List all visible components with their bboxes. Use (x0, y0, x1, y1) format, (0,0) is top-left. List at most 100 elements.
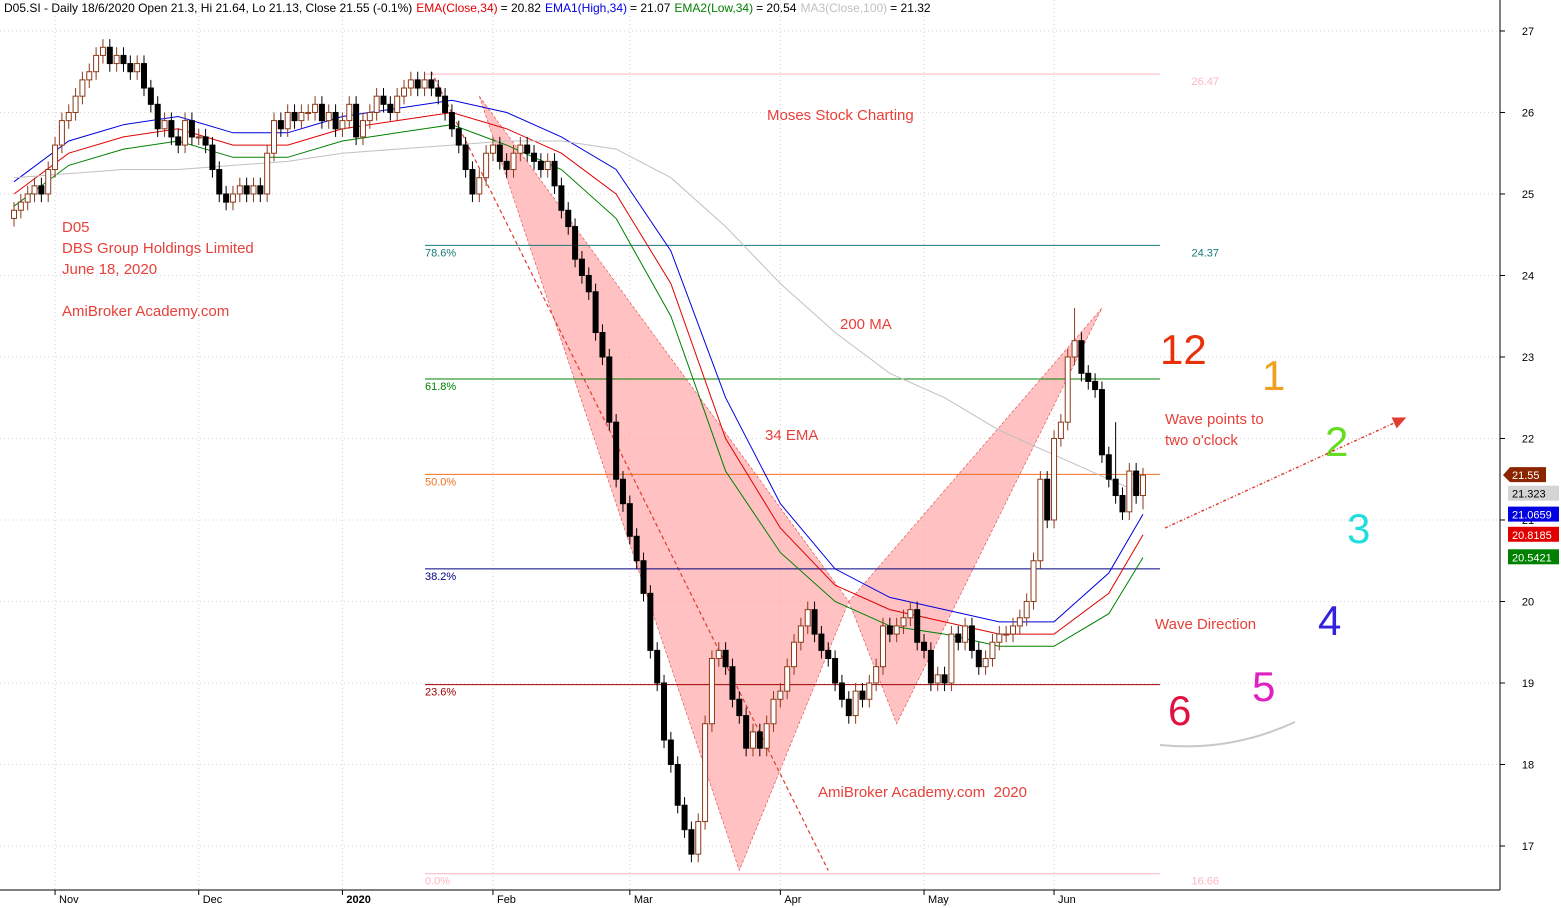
fib-label: 78.6% (425, 247, 456, 259)
clock-number: 6 (1168, 687, 1191, 734)
fib-price: 26.47 (1191, 76, 1219, 88)
candle-body (1126, 470, 1133, 513)
candle-body (407, 79, 414, 89)
candle-body (695, 821, 702, 855)
clock-arc (1159, 721, 1296, 748)
candle-body (941, 674, 948, 684)
candle-body (38, 185, 45, 195)
candle-body (1133, 470, 1140, 497)
candle-body (770, 698, 777, 725)
candle-body (531, 152, 538, 162)
indicator-value: = 21.32 (890, 1, 931, 15)
candle-body (832, 658, 839, 684)
annotation: AmiBroker Academy.com (62, 303, 229, 320)
candle-body (1071, 340, 1078, 358)
candle-body (818, 633, 825, 651)
candle-body (661, 682, 668, 741)
x-tick-label: Feb (497, 894, 516, 906)
candle-body (962, 625, 969, 643)
candle-body (503, 160, 510, 171)
annotation: DBS Group Holdings Limited (62, 240, 254, 257)
candle-body (804, 609, 811, 627)
candle-body (907, 609, 914, 619)
candle-body (517, 144, 524, 154)
value-tag-label: 20.5421 (1512, 552, 1552, 564)
candle-body (120, 54, 127, 65)
candle-body (1051, 437, 1058, 521)
indicator-name: MA3(Close,100) (800, 1, 887, 15)
indicator-line (13, 140, 1144, 495)
close-tag (1503, 467, 1546, 483)
candle-body (250, 185, 257, 195)
candle-body (524, 144, 531, 154)
candle-body (325, 111, 332, 122)
candle-body (544, 160, 551, 171)
candle-body (1085, 372, 1092, 382)
header-text: D05.SI - Daily 18/6/2020 Open 21.3, Hi 2… (4, 1, 412, 15)
candle-body (681, 804, 688, 831)
candle-body (975, 649, 982, 668)
candle-body (749, 731, 756, 749)
candle-body (606, 356, 613, 423)
candle-body (86, 71, 93, 81)
fib-label: 50.0% (425, 476, 456, 488)
x-tick-label: Jun (1058, 894, 1076, 906)
indicator-name: EMA(Close,34) (416, 1, 497, 15)
candle-body (339, 120, 346, 130)
candle-body (65, 111, 72, 122)
x-tick-label: 2020 (346, 894, 370, 906)
value-tag-label: 21.0659 (1512, 510, 1552, 522)
value-tag (1508, 506, 1559, 522)
candle-body (291, 111, 298, 122)
candle-body (188, 120, 195, 138)
candle-body (702, 723, 709, 823)
candle-body (784, 666, 791, 692)
annotation: Moses Stock Charting (767, 107, 914, 124)
candle-body (264, 152, 271, 195)
candle-body (791, 641, 798, 668)
candle-body (1057, 421, 1064, 439)
candle-body (17, 201, 24, 211)
candle-body (428, 79, 435, 89)
candle-body (387, 103, 394, 113)
candle-body (633, 535, 640, 562)
candle-body (332, 111, 339, 130)
clock-number: 4 (1318, 597, 1341, 644)
candle-body (886, 625, 893, 635)
candle-body (223, 193, 230, 203)
candle-body (462, 144, 469, 171)
candle-body (1078, 340, 1085, 374)
fib-label: 38.2% (425, 571, 456, 583)
candle-body (168, 120, 175, 138)
candle-body (927, 649, 934, 684)
annotation: June 18, 2020 (62, 261, 157, 278)
candle-body (147, 87, 154, 105)
x-tick-label: May (928, 894, 949, 906)
clock-number: 5 (1252, 663, 1275, 710)
y-tick-label: 25 (1522, 189, 1534, 201)
candle-body (209, 144, 216, 171)
candle-body (24, 193, 31, 203)
candle-body (797, 625, 804, 643)
candle-body (11, 209, 17, 219)
candle-body (572, 226, 579, 260)
indicator-value: = 20.54 (756, 1, 797, 15)
candle-body (318, 103, 325, 122)
candle-body (510, 152, 517, 171)
candle-body (708, 658, 715, 725)
candle-body (476, 177, 483, 195)
candle-body (619, 478, 626, 505)
candle-body (127, 63, 134, 73)
candle-body (1112, 478, 1119, 497)
value-tag-label: 21.323 (1512, 489, 1546, 501)
candle-body (859, 690, 866, 700)
candle-body (551, 160, 558, 187)
candle-body (277, 120, 284, 130)
candle-body (982, 658, 989, 668)
indicator-value: = 20.82 (501, 1, 542, 15)
candle-body (72, 95, 79, 113)
fib-label: 61.8% (425, 381, 456, 393)
candle-body (565, 209, 572, 228)
annotation: AmiBroker Academy.com 2020 (818, 784, 1027, 801)
candle-body (1098, 389, 1105, 456)
